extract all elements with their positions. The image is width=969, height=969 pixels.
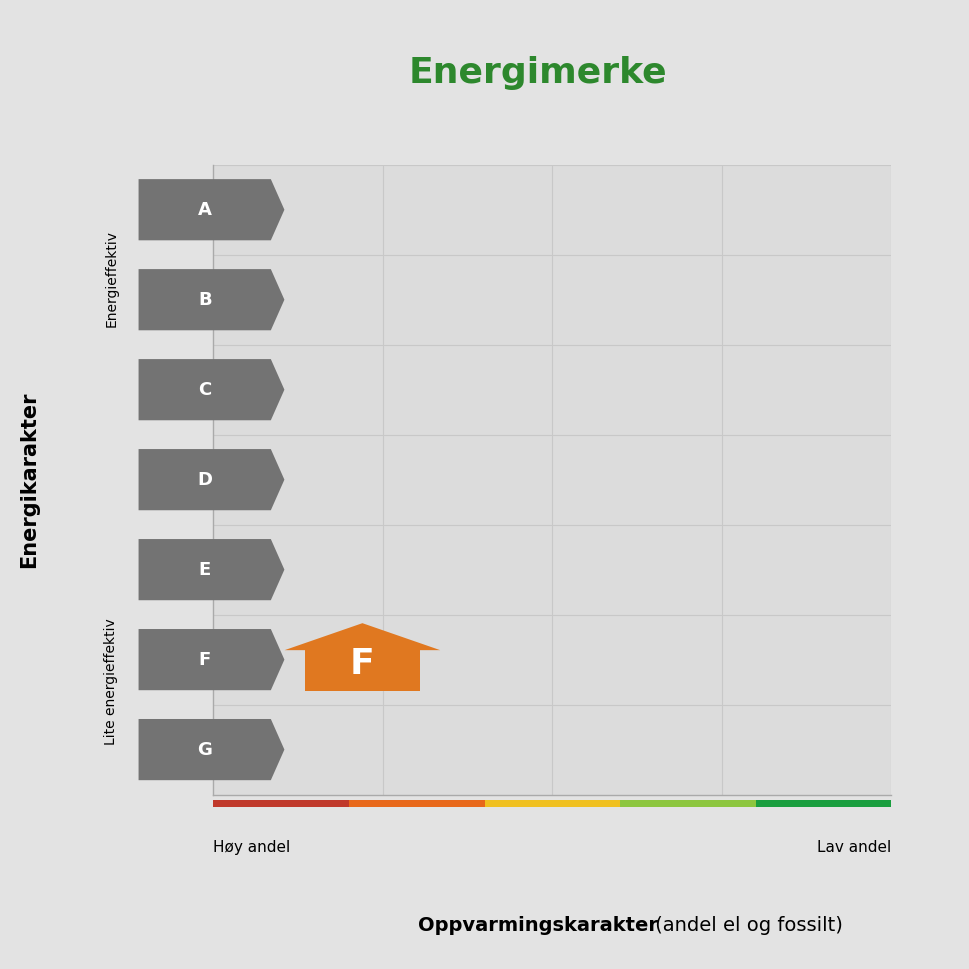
Bar (620, 799, 756, 807)
Text: Energieffektiv: Energieffektiv (105, 230, 118, 327)
Text: F: F (199, 650, 211, 669)
Polygon shape (139, 719, 285, 780)
Bar (349, 799, 484, 807)
Text: (andel el og fossilt): (andel el og fossilt) (649, 916, 843, 935)
Text: F: F (350, 647, 375, 681)
Polygon shape (139, 449, 285, 511)
Polygon shape (139, 359, 285, 421)
Polygon shape (304, 650, 421, 691)
Text: E: E (199, 561, 211, 578)
Text: Energimerke: Energimerke (409, 55, 667, 90)
Text: Energikarakter: Energikarakter (19, 391, 39, 568)
Polygon shape (139, 539, 285, 600)
Bar (484, 799, 620, 807)
Text: B: B (198, 291, 211, 309)
Text: C: C (198, 381, 211, 398)
Polygon shape (285, 623, 440, 650)
Polygon shape (139, 629, 285, 690)
Bar (756, 799, 891, 807)
Text: Høy andel: Høy andel (213, 840, 291, 856)
Polygon shape (139, 269, 285, 330)
Text: D: D (198, 471, 212, 488)
Polygon shape (139, 179, 285, 240)
Text: G: G (198, 740, 212, 759)
Text: Lav andel: Lav andel (817, 840, 891, 856)
Text: Lite energieffektiv: Lite energieffektiv (105, 618, 118, 744)
Bar (213, 799, 349, 807)
Text: A: A (198, 201, 211, 219)
Text: Oppvarmingskarakter: Oppvarmingskarakter (418, 916, 658, 935)
